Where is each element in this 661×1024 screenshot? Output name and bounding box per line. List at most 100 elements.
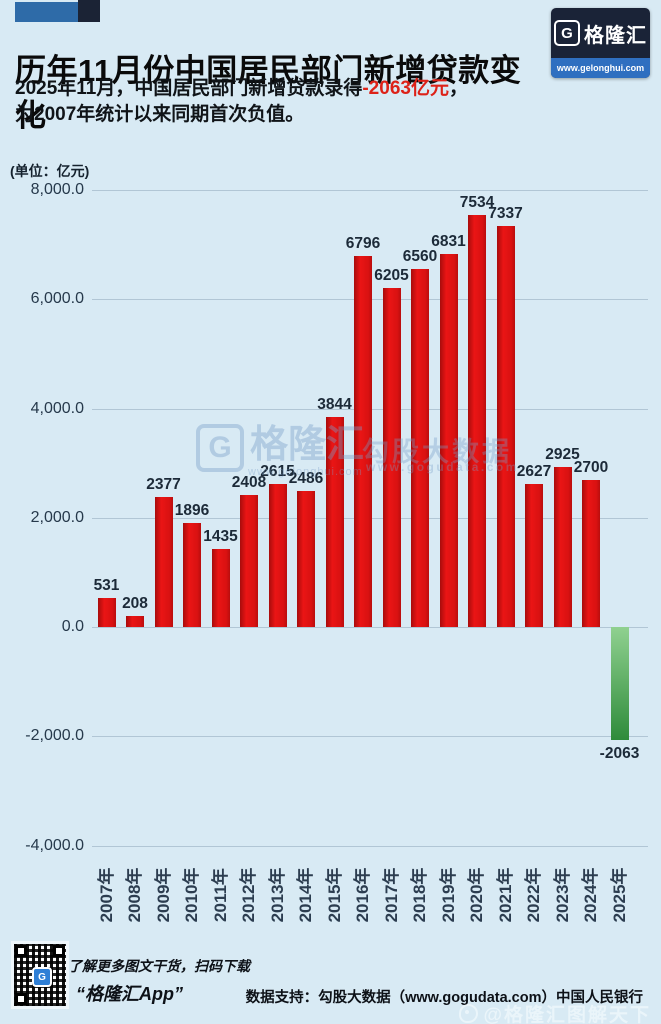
x-tick-label: 2024年 — [581, 867, 600, 923]
bar-2012年 — [240, 495, 258, 627]
x-tick-label: 2013年 — [267, 867, 287, 923]
subtitle-line1: 2025年11月，中国居民部门新增贷款录得-2063亿元， — [15, 76, 615, 102]
y-tick-label: -4,000.0 — [25, 836, 84, 854]
weibo-watermark: @格隆汇图解天下 — [459, 1000, 651, 1024]
x-tick-label: 2019年 — [438, 867, 458, 923]
logo-brand-name: 格隆汇 — [584, 24, 647, 47]
y-tick-label: 4,000.0 — [30, 399, 84, 417]
x-tick-label: 2011年 — [210, 868, 230, 922]
bar-2023年 — [553, 467, 572, 627]
brand-watermark: G 格隆汇 — [196, 424, 364, 472]
bar-2020年 — [468, 215, 486, 627]
bar-2018年 — [411, 268, 429, 627]
bar-value-label: 7337 — [488, 205, 523, 223]
bar-value-label: 6796 — [345, 234, 381, 252]
subtitle-line1-prefix: 2025年11月，中国居民部门新增贷款录得 — [15, 78, 363, 99]
bar-2021年 — [496, 226, 515, 627]
bar-2016年 — [354, 255, 372, 627]
bar-value-label: 2408 — [231, 474, 267, 492]
y-tick-label: 8,000.0 — [30, 181, 84, 198]
bar-value-label: 3844 — [317, 396, 352, 414]
watermark-g-icon: G — [196, 424, 244, 472]
bar-2024年 — [582, 479, 600, 627]
bar-value-label: 6205 — [374, 267, 409, 285]
bar-value-label: 6560 — [402, 247, 438, 265]
y-tick-label: 6,000.0 — [30, 290, 84, 308]
bar-2010年 — [183, 523, 201, 627]
bar-2025年 — [610, 627, 629, 740]
bar-value-label: 1435 — [203, 527, 238, 545]
y-gridline — [92, 736, 648, 738]
page-title: 历年11月份中国居民部门新增贷款变化 — [15, 52, 522, 133]
logo-top: G 格隆汇 — [551, 8, 650, 58]
x-tick-label: 2016年 — [353, 867, 372, 923]
x-tick-label: 2022年 — [524, 867, 543, 923]
y-gridline — [92, 627, 648, 628]
bar-2017年 — [382, 288, 401, 627]
x-tick-label: 2010年 — [182, 867, 201, 923]
watermark-brand-name: 格隆汇 — [250, 424, 365, 466]
x-tick-label: 2025年 — [609, 867, 629, 923]
bar-2014年 — [297, 491, 315, 627]
x-tick-label: 2021年 — [495, 867, 515, 923]
bar-2011年 — [211, 548, 230, 627]
watermark-brand-url: www.gelonghui.com — [248, 466, 363, 478]
qr-finder-icon — [15, 945, 27, 957]
bar-2008年 — [126, 615, 144, 627]
y-gridline — [92, 845, 648, 847]
x-tick-label: 2023年 — [552, 867, 572, 923]
logo-url: www.gelonghui.com — [551, 58, 650, 78]
qr-center-g-icon: G — [32, 967, 52, 987]
bar-value-label: 208 — [122, 594, 148, 612]
bar-2013年 — [268, 484, 287, 627]
y-tick-label: 0.0 — [61, 618, 84, 635]
bar-value-label: 6831 — [431, 232, 466, 250]
unit-label: (单位：亿元) — [10, 163, 90, 179]
bar-value-label: 1896 — [174, 502, 210, 520]
subtitle-line1-suffix: ， — [448, 78, 468, 99]
qr-caption: 了解更多图文干货，扫码下载 — [68, 958, 250, 974]
bar-value-label: 2377 — [146, 476, 181, 494]
data-support-credit: 数据支持：勾股大数据（www.gogudata.com）中国人民银行 — [245, 990, 643, 1006]
gelonghui-g-icon: G — [554, 20, 580, 46]
header-accent-blue — [15, 2, 78, 22]
x-tick-label: 2017年 — [381, 867, 401, 923]
bar-value-label: 2486 — [288, 470, 324, 488]
bar-value-label: 531 — [93, 576, 120, 594]
qr-finder-icon — [53, 945, 65, 957]
x-tick-label: 2012年 — [239, 867, 258, 923]
data-watermark: 勾股大数据 — [362, 437, 512, 467]
x-tick-label: 2015年 — [324, 867, 344, 923]
bar-value-label: 2700 — [573, 458, 609, 476]
x-tick-label: 2009年 — [153, 867, 173, 923]
qr-finder-icon — [15, 993, 27, 1005]
x-tick-label: 2007年 — [96, 867, 116, 923]
weibo-icon — [459, 1004, 479, 1023]
app-name: “格隆汇App” — [76, 984, 183, 1004]
bar-2015年 — [325, 417, 344, 627]
y-tick-label: 2,000.0 — [30, 508, 84, 526]
bar-value-label: -2063 — [599, 744, 640, 762]
bar-2007年 — [97, 597, 116, 627]
bar-value-label: 2925 — [545, 446, 580, 464]
watermark-data-url: www.gogudata.com — [366, 460, 519, 474]
bar-value-label: 7534 — [459, 194, 495, 212]
y-tick-label: -2,000.0 — [25, 727, 84, 745]
subtitle-line2: 为2007年统计以来同期首次负值。 — [15, 104, 305, 125]
x-tick-label: 2018年 — [410, 867, 429, 923]
bar-value-label: 2615 — [260, 463, 295, 481]
x-tick-label: 2020年 — [467, 867, 486, 923]
bar-2009年 — [154, 497, 173, 627]
weibo-handle: @格隆汇图解天下 — [483, 1005, 651, 1024]
qr-code: G — [11, 941, 69, 1009]
x-tick-label: 2008年 — [125, 867, 144, 923]
subtitle-highlight-value: -2063亿元 — [362, 78, 449, 99]
header-accent-navy — [78, 0, 100, 22]
x-tick-label: 2014年 — [296, 867, 315, 923]
bar-value-label: 2627 — [516, 462, 552, 480]
y-gridline — [92, 190, 648, 191]
bar-2022年 — [525, 483, 543, 627]
gelonghui-logo: G 格隆汇 www.gelonghui.com — [551, 8, 650, 78]
subtitle: 2025年11月，中国居民部门新增贷款录得-2063亿元， 为2007年统计以来… — [15, 76, 615, 128]
